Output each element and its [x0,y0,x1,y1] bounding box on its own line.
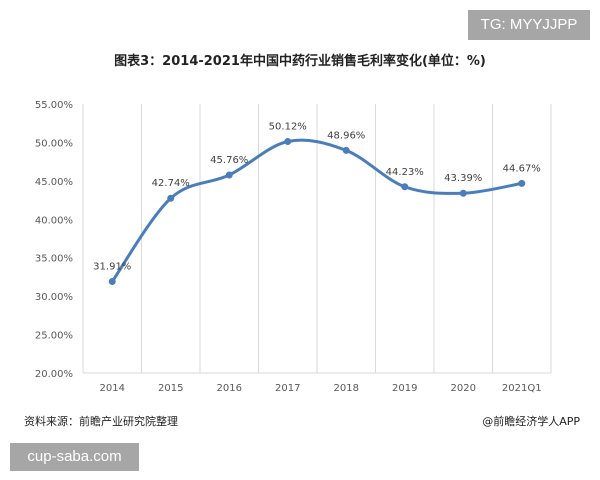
x-tick-label: 2015 [158,383,183,394]
x-tick-label: 2019 [392,383,417,394]
data-point [459,189,467,197]
y-tick-label: 50.00% [35,138,73,149]
y-tick-label: 30.00% [35,292,73,303]
data-label: 42.74% [152,178,190,189]
watermark-tg: TG: MYYJJPP [468,10,590,40]
data-label: 45.76% [210,155,248,166]
data-point [401,183,409,191]
data-label: 44.67% [503,163,541,174]
data-point [518,179,526,187]
chart-title: 图表3：2014-2021年中国中药行业销售毛利率变化(单位：%) [114,54,486,69]
x-tick-label: 2018 [334,383,359,394]
y-tick-label: 20.00% [35,369,73,380]
y-tick-label: 35.00% [35,254,73,265]
x-tick-label: 2017 [275,383,300,394]
data-label: 48.96% [327,130,365,141]
x-tick-label: 2021Q1 [502,383,542,394]
y-tick-label: 45.00% [35,177,73,188]
data-point [284,138,292,146]
data-point [225,171,233,179]
credit-note: @前瞻经济学人APP [482,415,580,428]
x-tick-label: 2016 [217,383,242,394]
x-tick-label: 2014 [100,383,125,394]
x-tick-label: 2020 [451,383,476,394]
source-note: 资料来源：前瞻产业研究院整理 [24,415,178,428]
data-label: 43.39% [444,173,482,184]
y-tick-label: 40.00% [35,215,73,226]
watermark-site: cup-saba.com [10,443,139,471]
data-label: 44.23% [386,167,424,178]
data-point [167,194,175,202]
data-point [108,277,116,285]
data-point [342,146,350,154]
y-tick-label: 25.00% [35,331,73,342]
y-tick-label: 55.00% [35,100,73,111]
data-label: 31.91% [93,261,131,272]
data-label: 50.12% [269,122,307,133]
